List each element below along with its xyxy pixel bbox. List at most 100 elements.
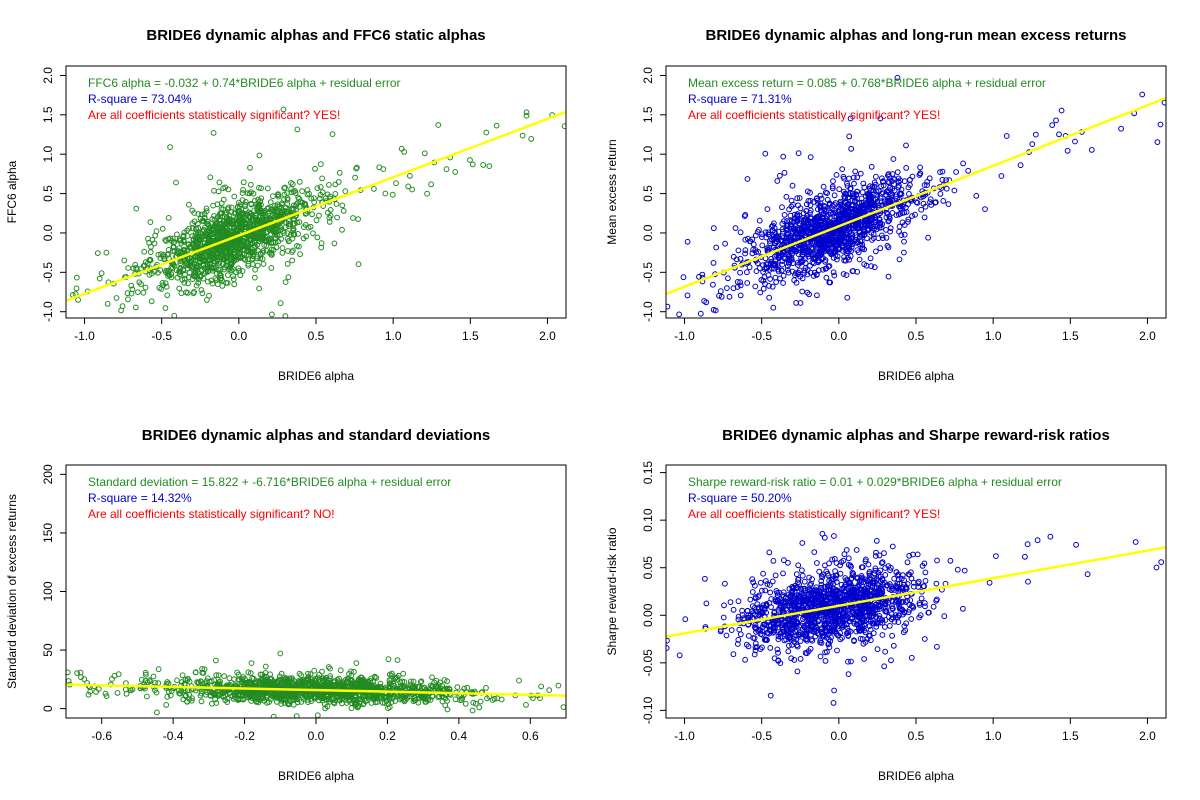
data-point [769,222,776,229]
chart-title: BRIDE6 dynamic alphas and FFC6 static al… [146,27,485,44]
data-point [444,706,451,713]
data-point [214,256,221,263]
data-point [144,693,150,700]
data-point [726,293,733,300]
data-point [339,202,346,209]
data-point [807,262,813,269]
data-point [830,178,836,185]
data-point [224,280,231,286]
data-point [940,198,947,204]
data-point [799,288,806,295]
data-point [228,204,235,211]
data-point [301,224,307,231]
data-point [215,672,222,679]
data-point [872,248,879,255]
data-point [830,269,837,276]
data-point [845,240,852,247]
data-point [939,176,946,183]
data-point [235,696,242,703]
data-point [147,249,154,256]
data-point [180,232,187,239]
data-point [781,212,788,218]
data-point [229,219,236,225]
data-point [236,212,242,219]
data-point [1017,162,1024,169]
data-point [394,676,401,683]
data-point [362,739,367,744]
data-point [394,657,401,663]
data-point [247,670,254,676]
data-point [315,693,321,700]
data-point [789,246,796,253]
data-point [867,626,874,633]
data-point [469,707,476,714]
data-point [217,678,224,685]
data-point [1029,141,1036,148]
data-point [814,249,820,256]
data-point [853,547,860,553]
data-point [199,266,205,273]
data-point [339,226,345,233]
data-point [215,693,222,699]
x-tick-label: -0.5 [751,329,772,343]
y-tick-label: 1.5 [41,106,55,123]
data-point [831,272,838,279]
data-point [169,235,176,242]
data-point [762,281,768,287]
data-point [73,274,80,281]
data-point [132,304,139,311]
fit-line [66,683,566,697]
data-point [245,262,252,269]
data-point [147,257,154,264]
data-point [305,699,311,705]
data-point [209,280,216,287]
data-point [813,241,819,248]
data-point [113,295,120,301]
data-point [176,271,183,278]
data-point [914,199,921,206]
data-point [780,153,787,160]
data-point [889,192,896,198]
data-point [788,234,794,241]
data-point [846,256,852,263]
x-tick-label: 0.5 [908,329,925,343]
data-point [165,215,172,221]
data-point [847,240,854,247]
data-point [400,670,407,677]
x-tick-label: 2.0 [1139,329,1156,343]
data-point [1034,537,1041,544]
data-point [960,605,966,612]
data-point [742,247,749,254]
data-point [327,673,334,679]
data-point [875,235,882,242]
data-point [355,261,362,268]
data-point [840,203,847,210]
data-point [546,687,553,693]
data-point [845,555,852,562]
data-point [186,696,193,702]
data-point [256,184,262,191]
data-point [802,636,809,643]
data-point [835,245,842,251]
data-point [873,549,879,556]
data-point [151,240,158,247]
data-point [334,214,341,221]
data-point [286,694,292,701]
data-point [561,123,566,130]
data-point [277,227,283,234]
data-point [771,244,777,251]
data-point [751,651,758,658]
data-point [998,173,1005,179]
data-point [924,182,930,189]
data-point [858,221,864,228]
data-point [335,179,342,185]
data-point [133,205,140,212]
data-point [317,184,324,190]
data-point [906,177,913,183]
data-point [205,278,211,285]
data-point [848,201,855,208]
data-point [358,695,364,702]
data-point [128,290,135,297]
data-point [354,704,361,711]
y-tick-label: 1.0 [641,146,655,163]
